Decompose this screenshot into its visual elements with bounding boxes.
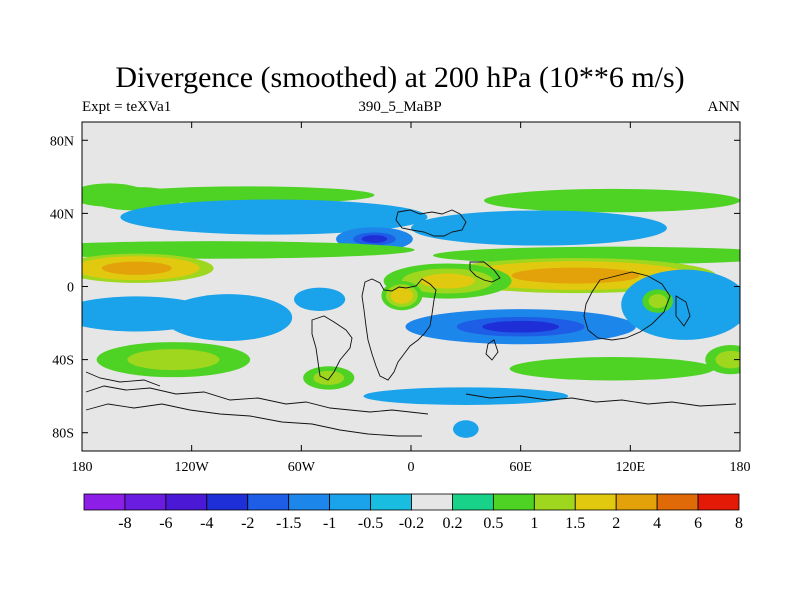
- divergence-cell-12-3: [395, 290, 409, 301]
- divergence-cell-3-1: [535, 193, 689, 208]
- divergence-cell-8-0: [432, 246, 740, 265]
- x-tick-label-3: 0: [408, 460, 415, 475]
- coastlines: [85, 209, 737, 437]
- coastline-arabia: [469, 261, 501, 283]
- x-tick-label-5: 120E: [616, 460, 646, 475]
- divergence-cell-13-1: [304, 292, 335, 307]
- divergence-cell-10-4: [537, 270, 614, 281]
- coastline-antarctica-1: [85, 385, 429, 415]
- colorbar-swatch-7: [370, 493, 412, 511]
- colorbar-label-0: -8: [118, 515, 131, 532]
- x-tick-label-2: 60W: [288, 460, 316, 475]
- colorbar-swatch-6: [329, 493, 371, 511]
- divergence-cell-21-1: [550, 361, 674, 376]
- colorbar-label-5: -1: [323, 515, 336, 532]
- field-layer: [82, 183, 740, 438]
- divergence-cell-20-1: [313, 370, 345, 385]
- axes: 180 120W 60W 0 60E 120E 180 80N 40N 0 40S 80S: [50, 122, 751, 475]
- divergence-cell-7-1: [87, 244, 333, 256]
- colorbar-label-14: 6: [694, 515, 702, 532]
- divergence-cell-9-4: [115, 264, 158, 273]
- colorbar-swatch-4: [247, 493, 290, 511]
- colorbar-label-12: 2: [612, 515, 620, 532]
- colorbar-swatch-3: [206, 493, 249, 511]
- coastline-south-america: [311, 315, 353, 381]
- colorbar-swatch-0: [83, 493, 126, 511]
- y-tick-label-1: 40N: [50, 207, 74, 222]
- colorbar-label-6: -0.5: [358, 515, 383, 532]
- divergence-cell-18-1: [648, 294, 667, 309]
- divergence-cell-6-0: [411, 210, 667, 246]
- colorbar-swatch-1: [124, 493, 167, 511]
- y-tick-label-3: 40S: [52, 354, 74, 369]
- colorbar-swatch-12: [574, 493, 617, 511]
- x-tick-label-6: 180: [730, 460, 751, 475]
- colorbar-swatch-9: [452, 493, 494, 511]
- coastline-africa: [361, 278, 437, 381]
- colorbar-swatch-14: [656, 493, 699, 511]
- coastline-australia: [583, 271, 671, 341]
- colorbar-label-3: -2: [241, 515, 254, 532]
- colorbar-swatch-13: [615, 493, 658, 511]
- season-label: ANN: [707, 99, 741, 115]
- divergence-cell-5-3: [361, 235, 388, 243]
- chart-title: Divergence (smoothed) at 200 hPa (10**6 …: [115, 61, 685, 94]
- divergence-cell-2-0: [118, 186, 375, 204]
- colorbar-swatch-11: [533, 493, 576, 511]
- colorbar-label-11: 1.5: [565, 515, 585, 532]
- divergence-cell-23-0: [363, 387, 569, 405]
- coastline-antarctica-3: [465, 393, 737, 407]
- colorbar-label-7: -0.2: [399, 515, 424, 532]
- colorbar-swatch-10: [492, 493, 535, 511]
- coastline-madagascar: [485, 339, 499, 361]
- colorbar: -8 -6 -4 -2 -1.5 -1 -0.5 -0.2 0.2 0.5 1 1.5 2 4 6 8: [83, 493, 743, 532]
- coastline-antarctica-2: [85, 403, 422, 437]
- colorbar-label-8: 0.2: [442, 515, 462, 532]
- divergence-cell-24-1: [458, 423, 474, 435]
- x-tick-label-0: 180: [72, 460, 93, 475]
- colorbar-label-2: -4: [200, 515, 213, 532]
- coastline-new-zealand: [675, 295, 691, 327]
- divergence-cell-15-1: [189, 303, 267, 332]
- colorbar-swatch-2: [165, 493, 208, 511]
- y-tick-label-2: 0: [67, 281, 74, 296]
- y-tick-label-0: 80N: [50, 134, 74, 149]
- colorbar-label-1: -6: [159, 515, 172, 532]
- colorbar-swatch-8: [411, 493, 453, 511]
- divergence-cell-11-2: [420, 273, 475, 289]
- colorbar-swatch-15: [697, 493, 740, 511]
- case-label: 390_5_MaBP: [358, 99, 442, 115]
- y-tick-label-4: 80S: [52, 427, 74, 442]
- x-tick-label-1: 120W: [175, 460, 210, 475]
- divergence-cell-16-3: [482, 320, 560, 333]
- coastline-eurasia: [395, 209, 467, 237]
- colorbar-label-15: 8: [735, 515, 743, 532]
- colorbar-label-10: 1: [530, 515, 538, 532]
- colorbar-swatch-5: [288, 493, 331, 511]
- divergence-cell-4-0: [120, 199, 428, 235]
- x-tick-label-4: 60E: [509, 460, 532, 475]
- experiment-label: Expt = teXVa1: [82, 99, 172, 115]
- divergence-cell-22-1: [715, 350, 740, 369]
- colorbar-label-9: 0.5: [483, 515, 503, 532]
- colorbar-label-13: 4: [653, 515, 661, 532]
- coastline-antarctica-4: [85, 371, 161, 387]
- colorbar-label-4: -1.5: [276, 515, 301, 532]
- divergence-cell-19-1: [127, 349, 220, 371]
